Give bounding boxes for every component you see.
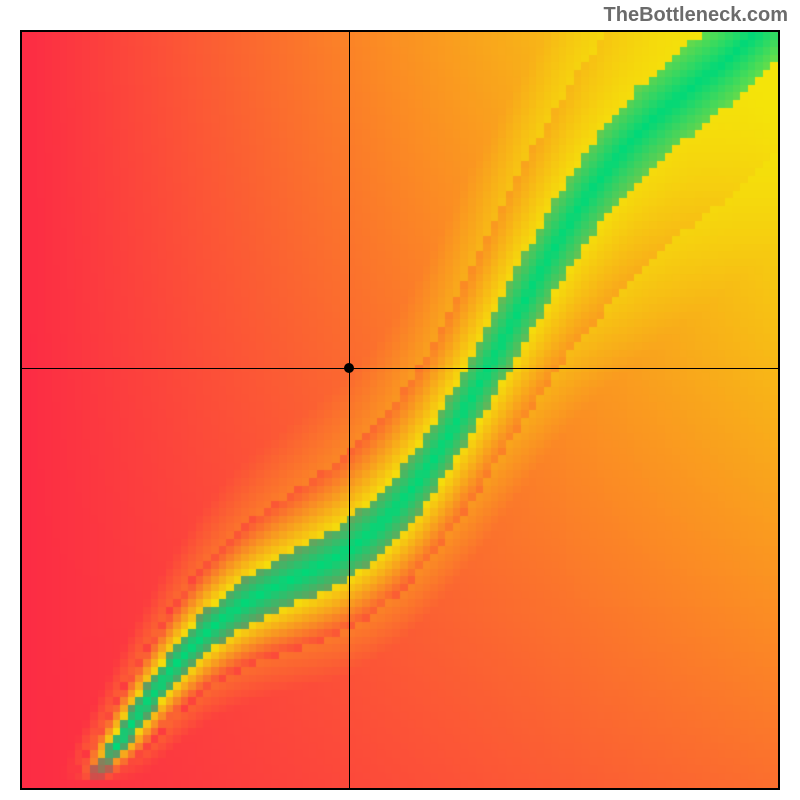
- crosshair-marker: [344, 363, 354, 373]
- plot-frame: [20, 30, 780, 790]
- crosshair-horizontal: [22, 368, 778, 369]
- heatmap-canvas: [22, 32, 778, 788]
- watermark-text: TheBottleneck.com: [604, 4, 788, 27]
- crosshair-vertical: [349, 32, 350, 788]
